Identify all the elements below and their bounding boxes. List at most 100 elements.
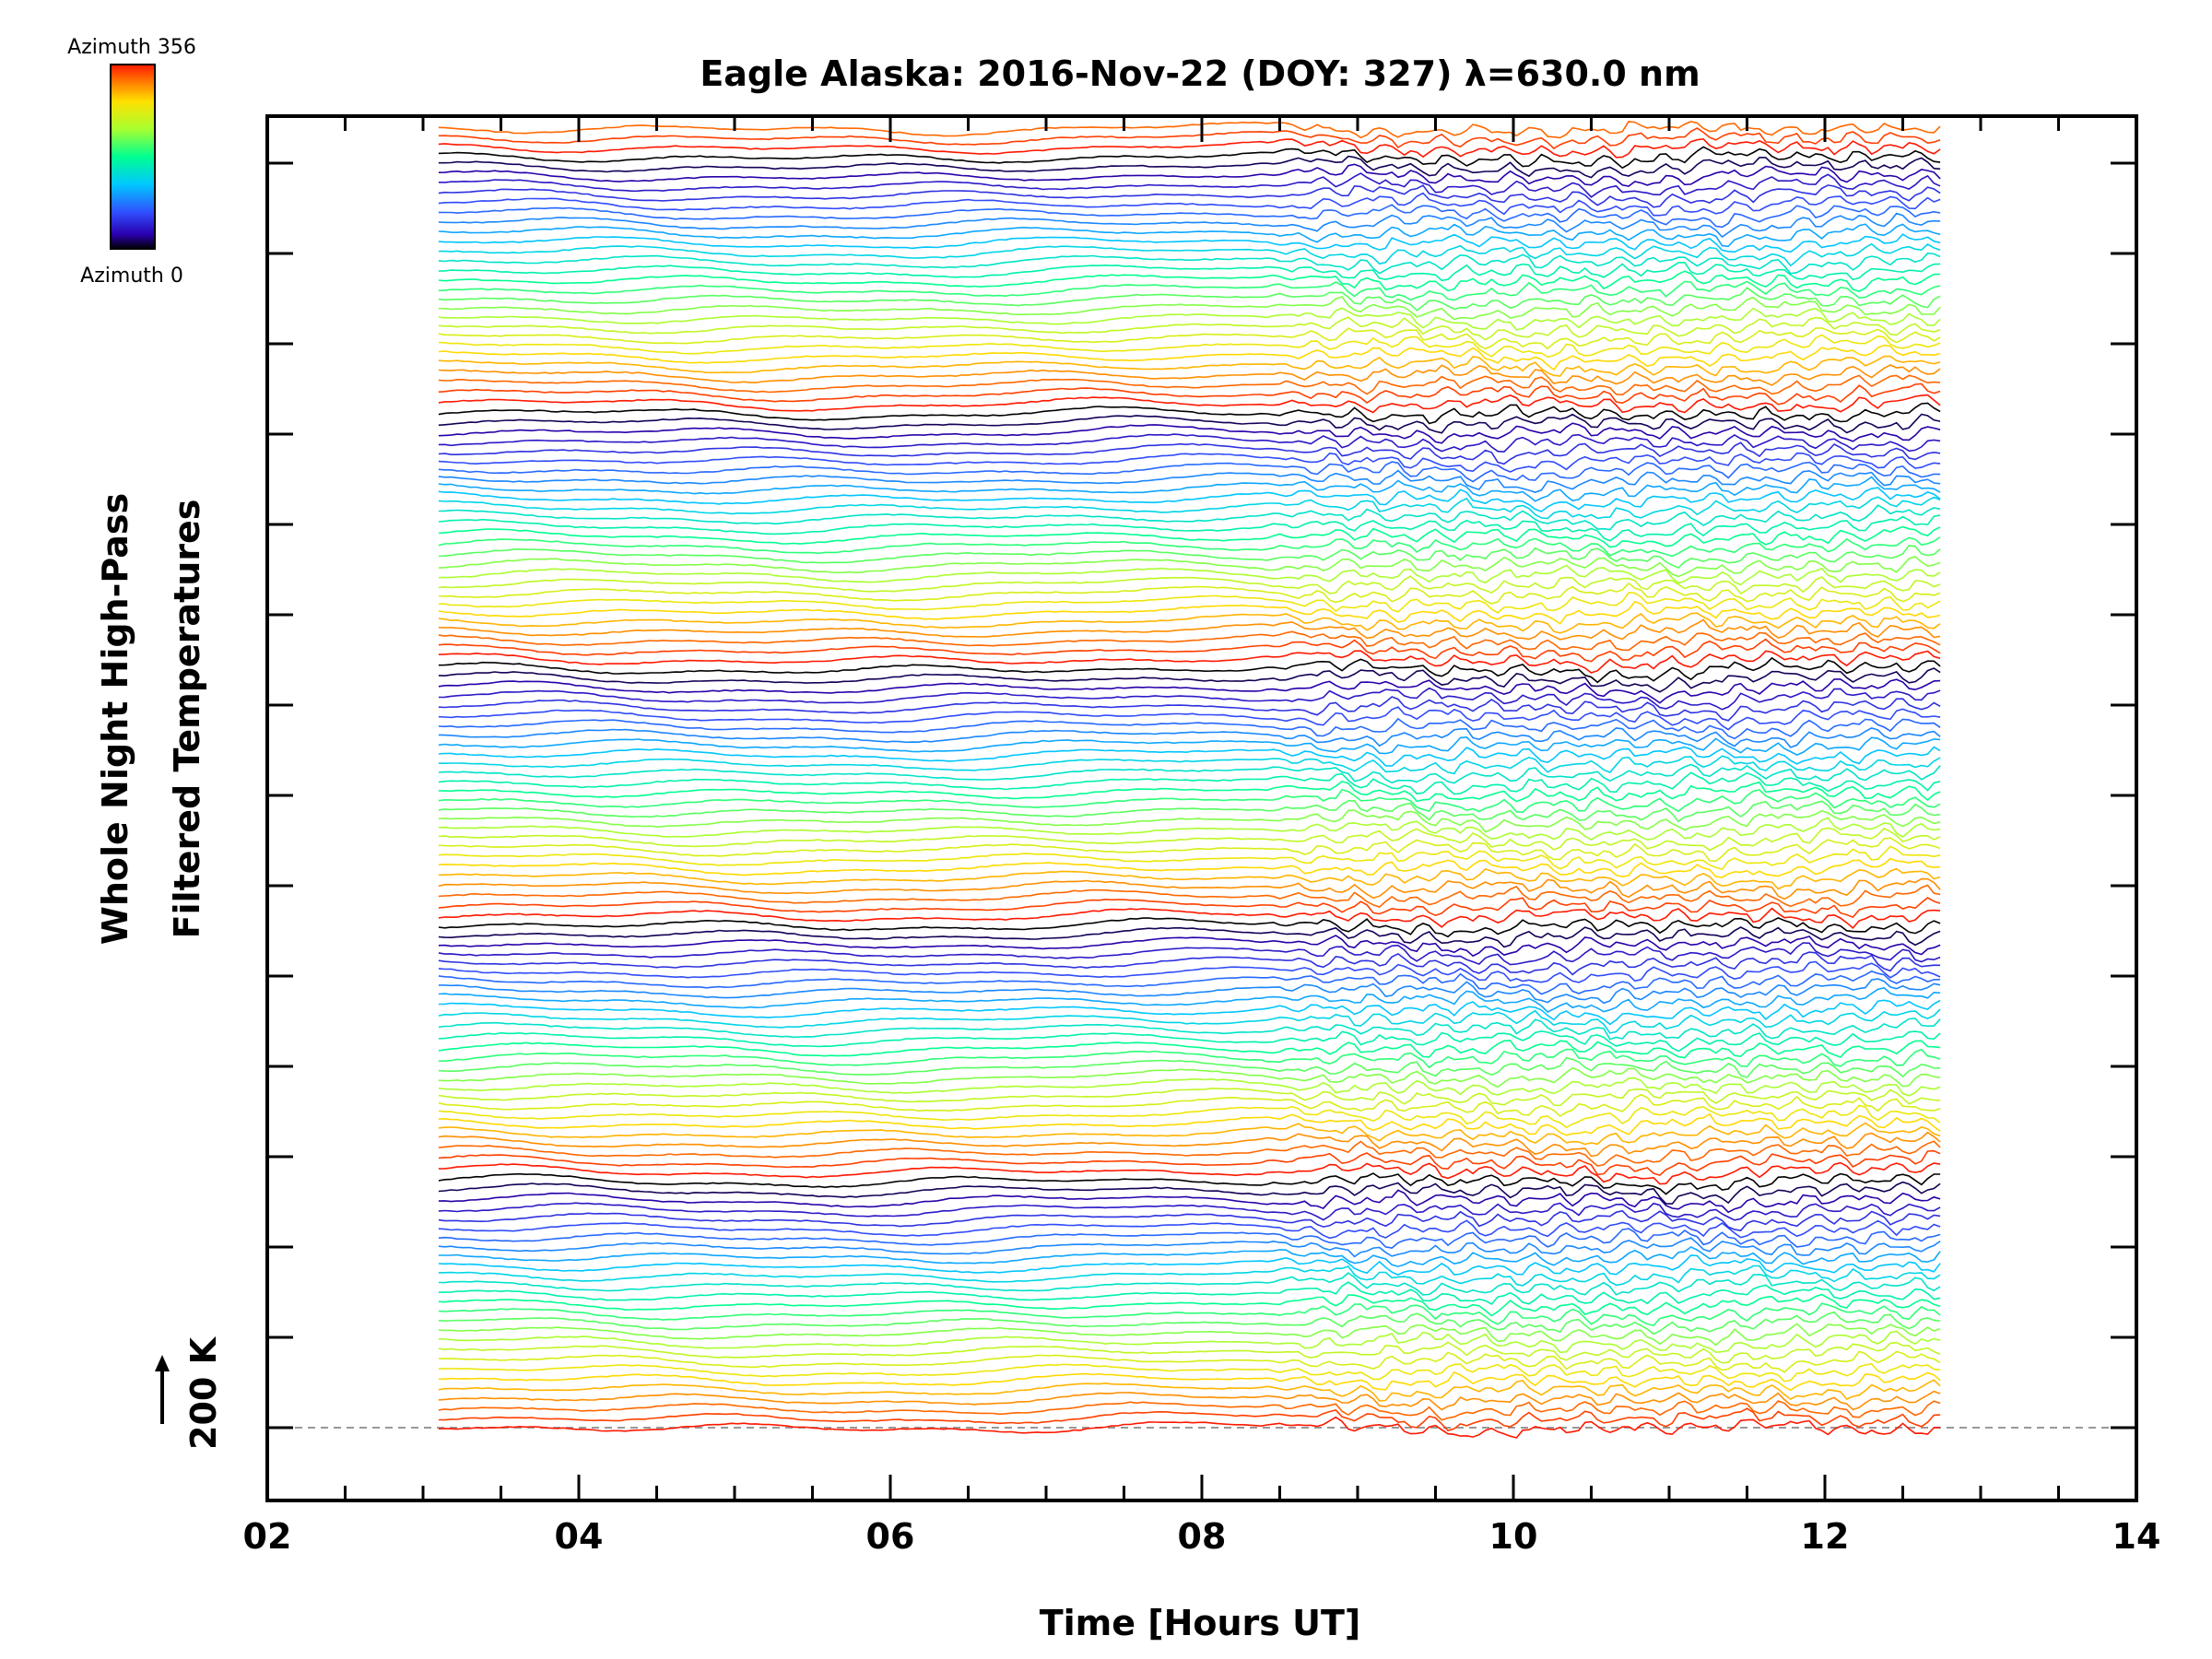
temperature-trace bbox=[438, 809, 1941, 833]
colorbar-top-label: Azimuth 356 bbox=[67, 36, 196, 59]
temperature-trace bbox=[438, 1131, 1941, 1158]
temperature-trace bbox=[438, 1350, 1941, 1373]
temperature-trace bbox=[438, 1181, 1941, 1205]
temperature-trace bbox=[438, 487, 1941, 512]
temperature-trace bbox=[438, 1172, 1941, 1195]
temperature-trace bbox=[438, 1371, 1941, 1392]
temperature-trace bbox=[438, 364, 1941, 386]
temperature-trace bbox=[438, 514, 1941, 542]
temperature-trace bbox=[438, 1265, 1941, 1287]
temperature-trace bbox=[438, 452, 1941, 473]
temperature-trace bbox=[438, 656, 1941, 684]
temperature-trace bbox=[438, 1066, 1941, 1088]
temperature-trace bbox=[438, 155, 1941, 179]
temperature-trace bbox=[438, 413, 1941, 434]
temperature-trace bbox=[438, 735, 1941, 756]
temperature-trace bbox=[438, 986, 1941, 1013]
scale-arrow-head bbox=[155, 1355, 170, 1371]
temperature-trace bbox=[438, 1104, 1941, 1129]
temperature-trace bbox=[438, 212, 1941, 239]
temperature-trace bbox=[438, 355, 1941, 377]
temperature-trace bbox=[438, 287, 1941, 312]
temperature-trace bbox=[438, 184, 1941, 208]
temperature-trace bbox=[438, 1040, 1941, 1059]
temperature-trace bbox=[438, 1379, 1941, 1402]
temperature-trace bbox=[438, 1293, 1941, 1317]
temperature-trace bbox=[438, 857, 1941, 878]
temperature-trace bbox=[438, 280, 1941, 301]
temperature-trace bbox=[438, 845, 1941, 871]
temperature-trace bbox=[438, 1311, 1941, 1335]
temperature-trace bbox=[438, 592, 1941, 614]
temperature-trace bbox=[438, 678, 1941, 704]
temperature-trace bbox=[438, 755, 1941, 775]
temperature-trace bbox=[438, 204, 1941, 229]
temperature-trace bbox=[438, 1228, 1941, 1249]
temperature-trace bbox=[438, 727, 1941, 748]
temperature-trace bbox=[438, 1237, 1941, 1258]
temperature-trace bbox=[438, 1362, 1941, 1382]
temperature-trace bbox=[438, 1246, 1941, 1267]
y-axis-label-line2: Filtered Temperatures bbox=[167, 500, 207, 939]
temperature-trace bbox=[438, 630, 1941, 652]
temperature-trace bbox=[438, 476, 1941, 502]
temperature-trace bbox=[438, 935, 1941, 958]
temperature-trace bbox=[438, 1112, 1941, 1136]
x-axis: 02 04 06 08 10 12 14 bbox=[243, 116, 2160, 1557]
temperature-trace bbox=[438, 1390, 1941, 1411]
x-tick-label: 12 bbox=[1801, 1516, 1850, 1557]
temperature-trace bbox=[438, 827, 1941, 852]
temperature-trace bbox=[438, 233, 1941, 253]
temperature-trace bbox=[438, 600, 1941, 625]
x-tick-label: 04 bbox=[555, 1516, 604, 1557]
temperature-trace bbox=[438, 696, 1941, 722]
temperature-trace bbox=[438, 556, 1941, 578]
temperature-trace bbox=[438, 867, 1941, 890]
temperature-trace bbox=[438, 781, 1941, 803]
temperature-trace bbox=[438, 1416, 1941, 1439]
temperature-trace bbox=[438, 461, 1941, 483]
temperature-trace bbox=[438, 252, 1941, 275]
temperature-trace bbox=[438, 1048, 1941, 1069]
temperature-trace bbox=[438, 800, 1941, 823]
y-axis-ticks bbox=[267, 161, 2136, 1430]
temperature-trace bbox=[438, 960, 1941, 983]
temperature-trace bbox=[438, 970, 1941, 995]
temperature-trace bbox=[438, 496, 1941, 520]
temperature-trace bbox=[438, 884, 1941, 909]
temperature-trace bbox=[438, 1219, 1941, 1240]
temperature-trace bbox=[438, 344, 1941, 371]
temperature-trace bbox=[438, 316, 1941, 341]
temperature-trace bbox=[438, 469, 1941, 493]
temperature-trace bbox=[438, 926, 1941, 948]
temperature-trace bbox=[438, 817, 1941, 841]
temperature-trace bbox=[438, 374, 1941, 396]
temperature-trace bbox=[438, 242, 1941, 267]
scale-indicator: 200 K bbox=[155, 1335, 224, 1450]
temperature-trace bbox=[438, 837, 1941, 863]
temperature-trace bbox=[438, 1341, 1941, 1364]
temperature-trace bbox=[438, 394, 1941, 414]
temperature-trace bbox=[438, 582, 1941, 605]
temperature-trace bbox=[438, 146, 1941, 170]
temperature-trace bbox=[438, 746, 1941, 767]
temperature-trace bbox=[438, 441, 1941, 465]
temperature-trace bbox=[438, 1272, 1941, 1296]
temperature-trace bbox=[438, 402, 1941, 425]
temperature-trace bbox=[438, 650, 1941, 674]
temperature-trace bbox=[438, 717, 1941, 740]
x-tick-label: 02 bbox=[243, 1516, 292, 1557]
temperature-trace bbox=[438, 261, 1941, 282]
temperature-trace bbox=[438, 1056, 1941, 1078]
temperature-trace bbox=[438, 1189, 1941, 1214]
temperature-trace bbox=[438, 1093, 1941, 1117]
x-tick-label: 10 bbox=[1489, 1516, 1538, 1557]
x-tick-label: 08 bbox=[1178, 1516, 1227, 1557]
temperature-trace bbox=[438, 1323, 1941, 1347]
temperature-trace bbox=[438, 788, 1941, 814]
temperature-trace bbox=[438, 897, 1941, 919]
temperature-trace bbox=[438, 1400, 1941, 1421]
temperature-trace bbox=[438, 121, 1941, 139]
temperature-trace bbox=[438, 763, 1941, 784]
temperature-trace bbox=[438, 1209, 1941, 1231]
